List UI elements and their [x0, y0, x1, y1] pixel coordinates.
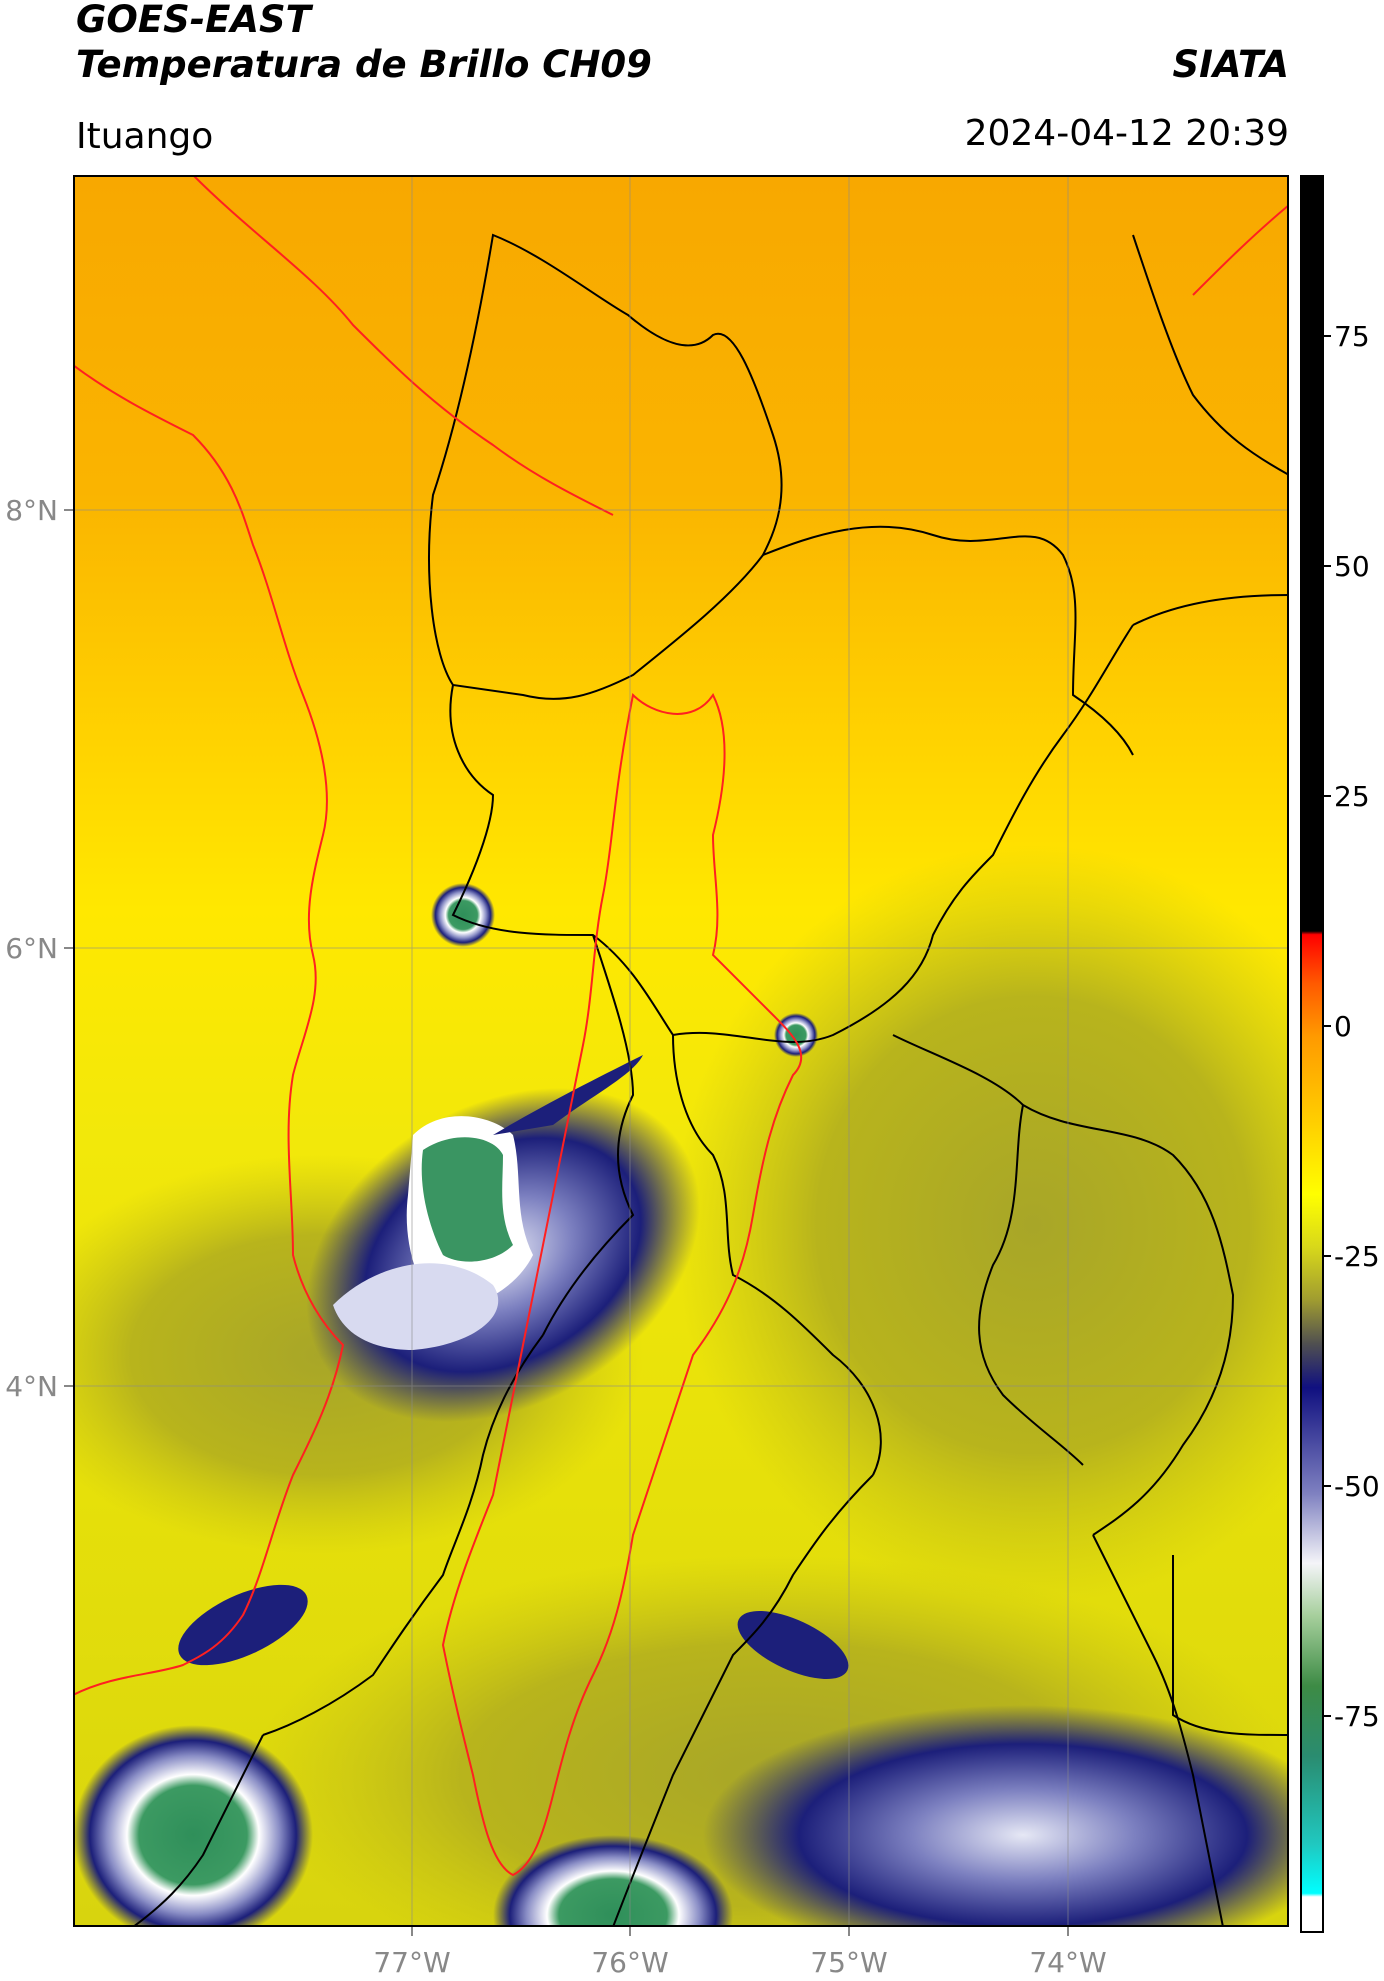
northeast-coastline	[1192, 204, 1289, 296]
lon-label-75w: 75°W	[810, 1946, 887, 1979]
boundary-santander	[1132, 594, 1289, 626]
cauca-basin-outline	[441, 692, 803, 1877]
boundary-east-border	[1172, 1555, 1289, 1736]
cloud-south	[493, 1835, 733, 1927]
boundary-choco-antioquia	[542, 934, 635, 1336]
location-label: Ituango	[76, 116, 214, 157]
pacific-coastline	[73, 364, 345, 1696]
lat-label-6n: 6°N	[5, 932, 58, 965]
boundary-boyaca	[892, 1034, 1235, 1536]
cloud-streak-coast	[178, 1584, 308, 1666]
colorbar-label-25: 25	[1334, 780, 1370, 813]
boundary-bolivar	[762, 525, 1134, 756]
boundary-cauca	[132, 1734, 264, 1927]
colorbar-label-75: 75	[1334, 320, 1370, 353]
boundary-meta	[1092, 1534, 1224, 1927]
lat-label-8n: 8°N	[5, 494, 58, 527]
olive-region-east	[673, 845, 1289, 1605]
lon-label-77w: 77°W	[373, 1946, 450, 1979]
datetime-label: 2024-04-12 20:39	[964, 113, 1289, 154]
lon-label-74w: 74°W	[1029, 1946, 1106, 1979]
main-cloud-green-core	[421, 1137, 513, 1262]
colorbar-gradient	[1300, 175, 1324, 1933]
boundary-antioquia-north	[449, 624, 1134, 1043]
caribbean-coastline	[192, 175, 614, 516]
small-cell-north	[431, 883, 495, 947]
axis-ticks	[64, 509, 1069, 1936]
boundary-tolima	[612, 1474, 874, 1927]
org-label: SIATA	[1172, 43, 1289, 86]
lon-label-76w: 76°W	[591, 1946, 668, 1979]
colorbar: 75 50 25 0 -25 -50 -75	[1300, 175, 1380, 1933]
boundary-valle	[262, 1334, 544, 1736]
cloud-streak-south	[737, 1610, 849, 1680]
product-title: Temperatura de Brillo CH09	[76, 43, 652, 86]
colorbar-label-minus25: -25	[1334, 1240, 1380, 1273]
colorbar-label-50: 50	[1334, 550, 1370, 583]
cloud-southwest	[73, 1725, 313, 1927]
boundary-cordoba	[428, 233, 783, 700]
colorbar-label-minus50: -50	[1334, 1470, 1380, 1503]
department-boundaries	[132, 233, 1289, 1927]
lat-label-4n: 4°N	[5, 1370, 58, 1403]
map-frame	[73, 175, 1289, 1927]
main-cloud-southern-lobe	[333, 1263, 499, 1350]
satellite-title: GOES-EAST	[76, 0, 311, 41]
colorbar-label-0: 0	[1334, 1010, 1352, 1043]
colorbar-label-minus75: -75	[1334, 1700, 1380, 1733]
coastline-and-region-outline	[73, 175, 1289, 1877]
brightness-temperature-map	[73, 175, 1289, 1927]
graticule	[73, 175, 1289, 1927]
small-cell-ituango	[774, 1013, 818, 1057]
cloud-band-northeast	[493, 1055, 643, 1135]
boundary-caldas	[672, 1034, 882, 1476]
boundary-cundinamarca	[978, 1104, 1084, 1466]
boundary-cesar	[1132, 234, 1289, 476]
cloud-southeast	[703, 1705, 1289, 1927]
colorbar-ticks	[1323, 335, 1331, 1717]
